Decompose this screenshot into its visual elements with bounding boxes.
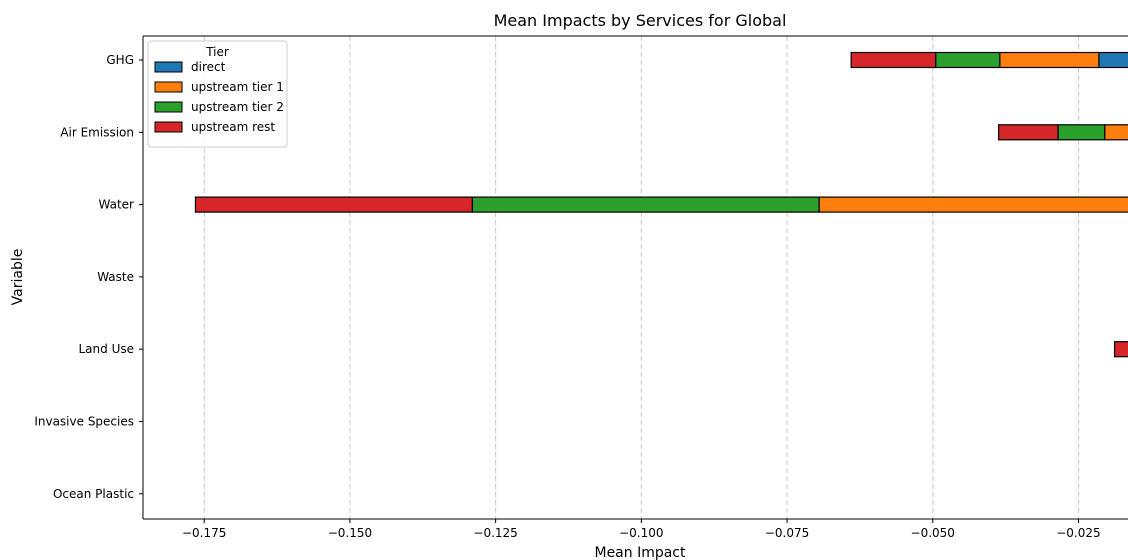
x-tick-label: −0.150 <box>328 526 372 540</box>
legend-box <box>147 40 288 148</box>
y-tick-label: Invasive Species <box>34 415 134 429</box>
x-tick-label: −0.075 <box>765 526 809 540</box>
x-tick-label: −0.125 <box>473 526 517 540</box>
y-tick-label: Ocean Plastic <box>53 487 134 501</box>
x-axis-title: Mean Impact <box>594 545 686 560</box>
bar-upstream-rest-water <box>194 196 473 213</box>
legend-label: upstream tier 2 <box>191 100 284 114</box>
x-tick-label: −0.050 <box>911 526 955 540</box>
bar-upstream-tier-1-ghg <box>999 51 1100 69</box>
y-tick-label: GHG <box>106 53 134 67</box>
legend-title: Tier <box>205 45 229 59</box>
legend-swatch-upstream-tier-2 <box>154 101 183 113</box>
y-tick-label: Water <box>99 198 135 212</box>
legend-swatch-upstream-tier-1 <box>154 81 183 93</box>
y-tick-label: Waste <box>97 270 134 284</box>
grid-lines <box>203 36 1079 519</box>
bar-upstream-tier-1-air-emission <box>1104 124 1128 141</box>
x-tick-label: −0.025 <box>1056 526 1100 540</box>
bar-upstream-tier-2-water <box>471 196 820 213</box>
legend-swatch-direct <box>154 61 183 73</box>
legend-label: upstream tier 1 <box>191 80 284 94</box>
legend-label: direct <box>191 60 226 74</box>
bar-upstream-tier-2-ghg <box>935 51 1001 69</box>
bar-upstream-tier-1-water <box>818 196 1128 213</box>
legend-swatch-upstream-rest <box>154 121 183 133</box>
bars <box>194 51 1128 358</box>
bar-upstream-tier-2-air-emission <box>1057 124 1106 141</box>
y-tick-label: Land Use <box>79 342 135 356</box>
x-tick-label: −0.175 <box>182 526 226 540</box>
legend-label: upstream rest <box>191 120 275 134</box>
bar-upstream-rest-air-emission <box>998 124 1059 141</box>
bar-direct-ghg <box>1098 51 1128 69</box>
bar-upstream-rest-land-use <box>1113 341 1128 358</box>
y-tick-label: Air Emission <box>60 125 134 139</box>
bar-upstream-rest-ghg <box>850 51 937 69</box>
y-axis-title: Variable <box>10 249 26 306</box>
axes: −0.175 −0.150 −0.125 −0.100 −0.075 −0.050 −0.0… <box>34 35 1128 540</box>
x-tick-label: −0.100 <box>619 526 663 540</box>
chart-title: Mean Impacts by Services for Global <box>494 11 787 30</box>
